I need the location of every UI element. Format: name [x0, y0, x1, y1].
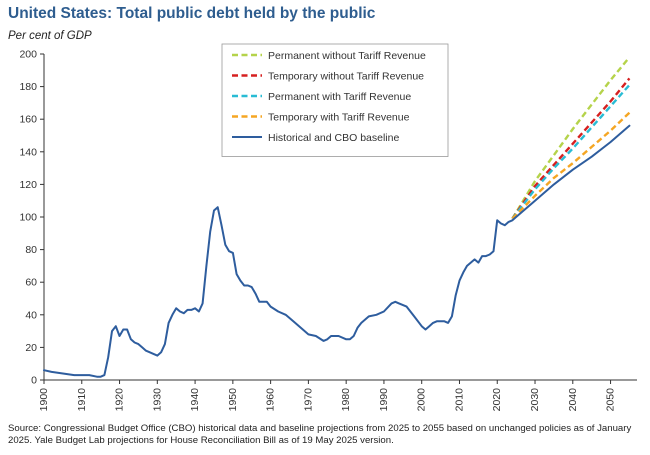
y-tick-label: 120: [19, 179, 37, 191]
series-line-historical-and-cbo-baseline: [43, 124, 631, 378]
y-tick-label: 140: [19, 146, 37, 158]
y-tick-label: 160: [19, 114, 37, 126]
source-note: Source: Congressional Budget Office (CBO…: [8, 423, 632, 446]
x-tick-label: 1970: [302, 388, 314, 412]
y-tick-label: 180: [19, 81, 37, 93]
legend-label: Temporary without Tariff Revenue: [268, 70, 424, 82]
x-tick-label: 1940: [189, 388, 201, 412]
x-tick-label: 1990: [378, 388, 390, 412]
y-tick-label: 0: [31, 375, 37, 387]
x-tick-label: 2040: [567, 388, 579, 412]
x-tick-label: 1980: [340, 388, 352, 412]
y-axis-label: Per cent of GDP: [8, 30, 92, 42]
series-line-temporary-with-tariff-revenue: [511, 111, 631, 220]
legend: Permanent without Tariff Revenue Temporar…: [221, 43, 449, 157]
legend-label: Permanent without Tariff Revenue: [268, 50, 426, 62]
series-line-temporary-without-tariff-revenue: [511, 77, 631, 220]
x-tick-label: 1900: [38, 388, 50, 412]
y-tick-label: 20: [25, 342, 37, 354]
x-tick-label: 2050: [605, 388, 617, 412]
x-tick-label: 1960: [265, 388, 277, 412]
x-tick-label: 2030: [529, 388, 541, 412]
y-tick-label: 100: [19, 212, 37, 224]
chart-title: United States: Total public debt held by…: [8, 5, 376, 22]
x-tick-label: 1910: [76, 388, 88, 412]
x-tick-label: 2000: [416, 388, 428, 412]
series-line-permanent-with-tariff-revenue: [511, 84, 631, 220]
legend-label: Historical and CBO baseline: [268, 132, 399, 144]
legend-label: Permanent with Tariff Revenue: [268, 91, 411, 103]
x-tick-label: 1930: [151, 388, 163, 412]
y-tick-label: 40: [25, 309, 37, 321]
series-layer: [43, 56, 631, 378]
x-tick-label: 2020: [491, 388, 503, 412]
y-tick-label: 200: [19, 49, 37, 61]
legend-label: Temporary with Tariff Revenue: [268, 111, 410, 123]
series-line-permanent-without-tariff-revenue: [511, 56, 631, 220]
x-tick-label: 1920: [114, 388, 126, 412]
y-tick-label: 60: [25, 277, 37, 289]
x-tick-label: 1950: [227, 388, 239, 412]
x-tick-label: 2010: [453, 388, 465, 412]
y-tick-label: 80: [25, 244, 37, 256]
